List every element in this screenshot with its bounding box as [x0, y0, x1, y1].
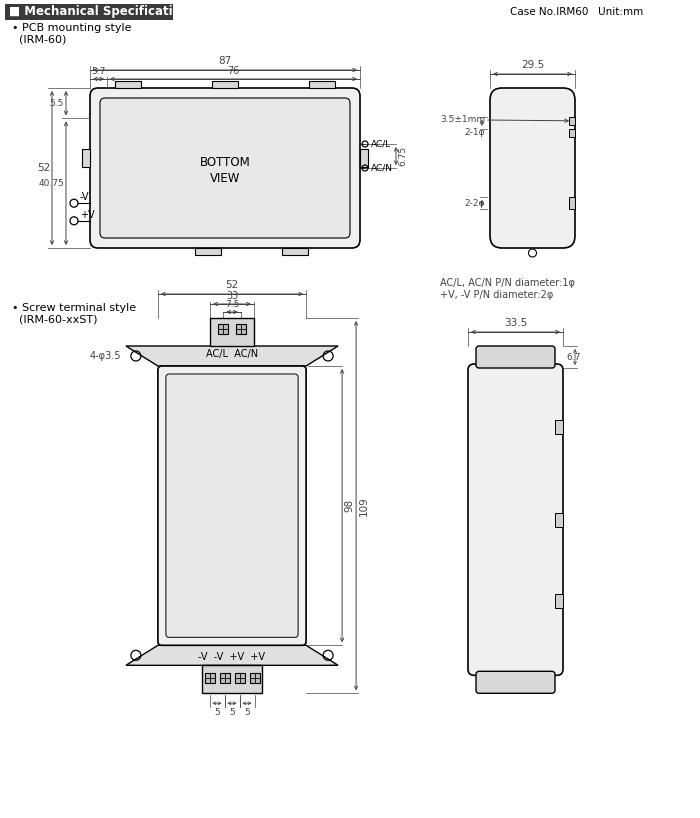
FancyBboxPatch shape [476, 346, 555, 368]
Bar [115, 81, 141, 88]
Polygon shape [126, 346, 338, 366]
Text: +V, -V P/N diameter:2φ: +V, -V P/N diameter:2φ [440, 290, 554, 300]
Text: 6.75: 6.75 [398, 146, 407, 166]
FancyBboxPatch shape [476, 672, 555, 694]
Bar [569, 117, 575, 125]
Text: Case No.IRM60   Unit:mm: Case No.IRM60 Unit:mm [510, 7, 643, 17]
Text: 2-2φ: 2-2φ [465, 199, 485, 208]
Bar [218, 324, 228, 335]
Bar [360, 149, 368, 167]
Text: 33: 33 [226, 291, 238, 301]
Text: AC/L: AC/L [371, 140, 391, 149]
Text: (IRM-60-xxST): (IRM-60-xxST) [12, 315, 97, 325]
Text: • Screw terminal style: • Screw terminal style [12, 303, 136, 313]
Text: 52: 52 [36, 163, 50, 173]
FancyBboxPatch shape [158, 366, 306, 645]
Bar [555, 420, 563, 434]
Bar [309, 81, 335, 88]
Text: BOTTOM: BOTTOM [199, 156, 251, 169]
Text: 29.5: 29.5 [521, 60, 544, 70]
Text: 5.7: 5.7 [91, 67, 106, 76]
Text: 6.7: 6.7 [566, 353, 580, 362]
Text: AC/N: AC/N [371, 164, 393, 173]
Text: 52: 52 [225, 280, 239, 290]
FancyBboxPatch shape [90, 88, 360, 248]
Bar [282, 248, 308, 255]
Text: 7.5: 7.5 [225, 300, 239, 309]
Text: (IRM-60): (IRM-60) [12, 34, 66, 44]
Bar [220, 673, 230, 683]
Text: +V: +V [80, 209, 94, 220]
FancyBboxPatch shape [468, 364, 563, 676]
Bar [202, 665, 262, 694]
FancyBboxPatch shape [490, 88, 575, 248]
Bar [212, 81, 238, 88]
Text: 4-φ3.5: 4-φ3.5 [90, 351, 121, 361]
Bar [555, 595, 563, 609]
Text: 109: 109 [359, 496, 369, 515]
Text: 3.5±1mm: 3.5±1mm [440, 115, 485, 124]
FancyBboxPatch shape [100, 98, 350, 238]
Bar [569, 128, 575, 137]
Text: -V: -V [80, 192, 90, 202]
Text: 5: 5 [229, 708, 235, 717]
Text: • PCB mounting style: • PCB mounting style [12, 23, 132, 33]
Bar [249, 673, 260, 683]
Text: 98: 98 [344, 499, 354, 512]
Text: 76: 76 [228, 66, 239, 76]
Text: VIEW: VIEW [210, 172, 240, 185]
Text: 5: 5 [244, 708, 250, 717]
FancyBboxPatch shape [166, 374, 298, 637]
Bar [569, 197, 575, 209]
Text: -V  -V  +V  +V: -V -V +V +V [199, 652, 265, 663]
Bar [195, 248, 221, 255]
Text: 40.75: 40.75 [38, 178, 64, 187]
Text: AC/L, AC/N P/N diameter:1φ: AC/L, AC/N P/N diameter:1φ [440, 278, 575, 288]
Bar [5, 4, 173, 20]
Bar [234, 673, 244, 683]
Text: 2-1φ: 2-1φ [464, 128, 485, 137]
Bar [204, 673, 214, 683]
Text: 5: 5 [214, 708, 220, 717]
Bar [82, 149, 90, 167]
Text: 87: 87 [218, 56, 232, 66]
Bar [555, 514, 563, 528]
Text: AC/L  AC/N: AC/L AC/N [206, 349, 258, 359]
Polygon shape [126, 645, 338, 665]
Bar [210, 318, 254, 346]
Text: ■ Mechanical Specification: ■ Mechanical Specification [9, 6, 189, 19]
Text: 33.5: 33.5 [504, 318, 527, 328]
Bar [236, 324, 246, 335]
Text: 5.5: 5.5 [50, 99, 64, 108]
